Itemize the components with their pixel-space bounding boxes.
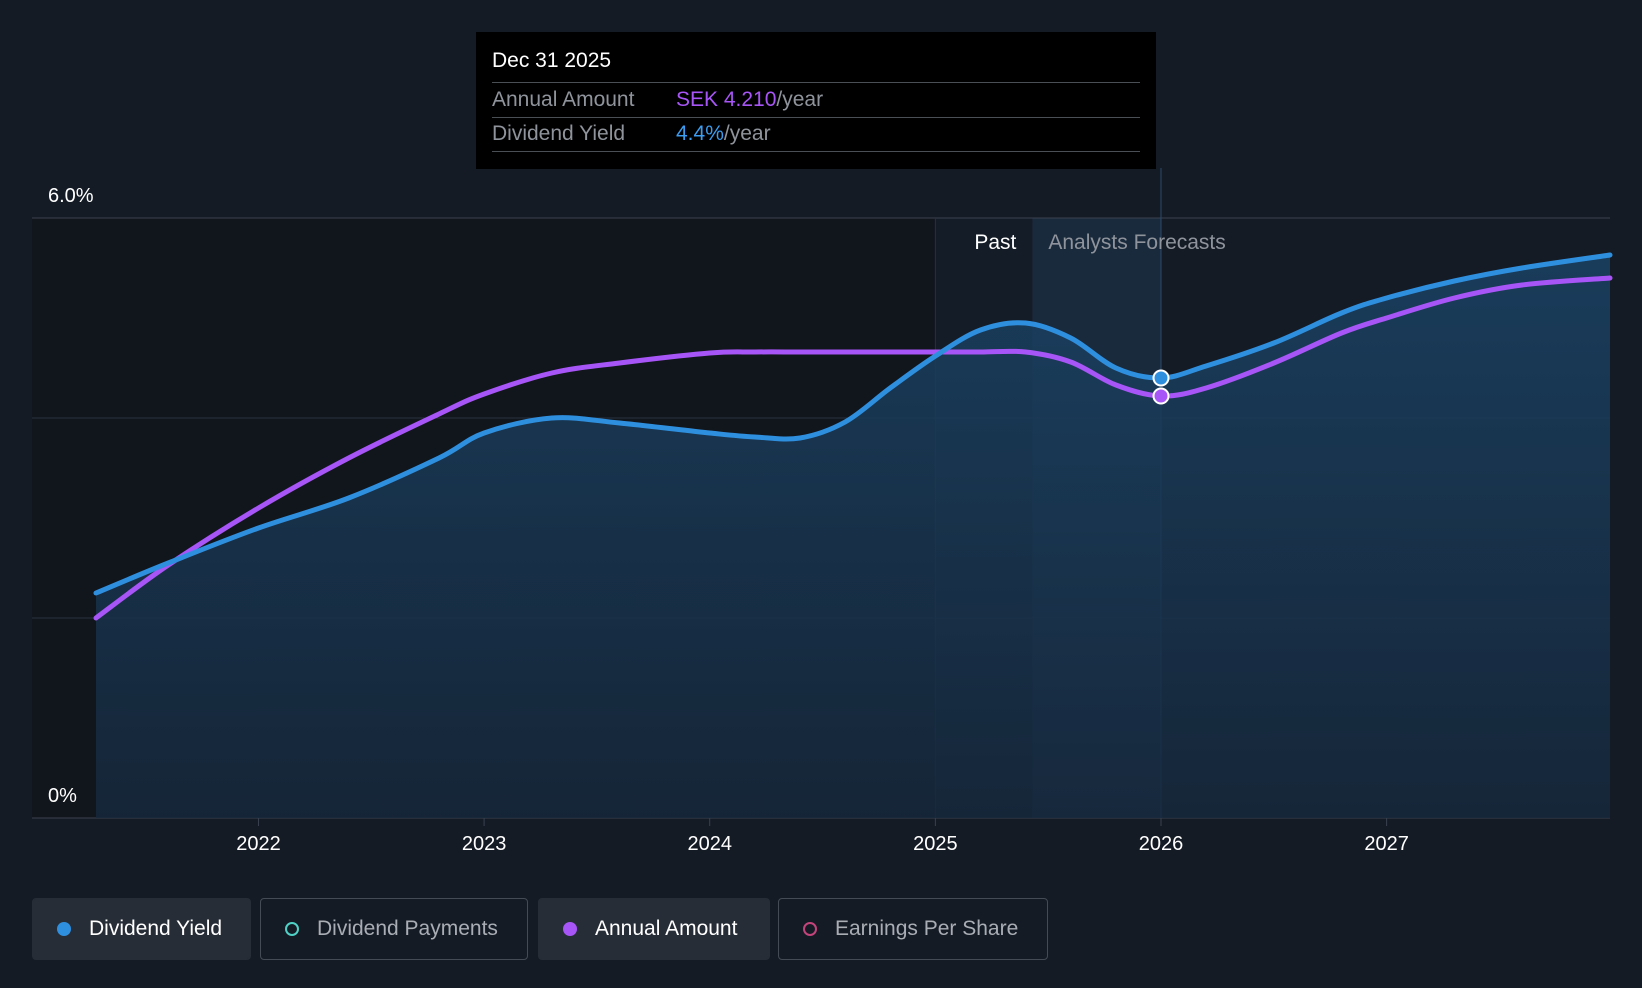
hollow-dot-icon (803, 922, 817, 936)
dividend-yield-highlight-point (1152, 369, 1170, 387)
x-tick-label: 2027 (1364, 833, 1409, 855)
hollow-dot-icon (285, 922, 299, 936)
legend-dividend-payments-button[interactable]: Dividend Payments (260, 898, 528, 960)
x-tick-label: 2025 (913, 833, 958, 855)
x-tick-label: 2026 (1139, 833, 1184, 855)
tooltip-value: 4.4% (676, 122, 724, 145)
dividend-yield-area (96, 255, 1610, 818)
tooltip-row-annual-amount: Annual Amount SEK 4.210/year (492, 82, 1140, 118)
dividend-yield-line (93, 252, 1613, 596)
legend-label: Dividend Payments (317, 917, 498, 940)
past-region-label: Past (974, 231, 1016, 254)
legend-dividend-yield-button[interactable]: Dividend Yield (32, 898, 251, 960)
legend-label: Earnings Per Share (835, 917, 1019, 940)
y-tick-label-top: 6.0% (48, 185, 94, 207)
tooltip-date: Dec 31 2025 (492, 49, 612, 72)
x-tick-label: 2022 (236, 833, 281, 855)
filled-dot-icon (57, 922, 71, 936)
annual-amount-highlight-point (1152, 387, 1170, 405)
tooltip-unit: /year (723, 122, 771, 145)
tooltip-row-dividend-yield: Dividend Yield 4.4%/year (492, 117, 1140, 152)
tooltip-value: SEK 4.210 (676, 88, 777, 111)
legend-earnings-per-share-button[interactable]: Earnings Per Share (778, 898, 1048, 960)
x-tick-label: 2024 (687, 833, 732, 855)
tooltip-label: Dividend Yield (492, 122, 626, 145)
chart-tooltip: Dec 31 2025 Annual Amount SEK 4.210/year … (476, 32, 1156, 169)
tooltip-unit: /year (776, 88, 824, 111)
tooltip-label: Annual Amount (492, 88, 635, 111)
x-tick-label: 2023 (462, 833, 507, 855)
forecast-region-label: Analysts Forecasts (1048, 231, 1225, 254)
legend-label: Annual Amount (595, 917, 738, 940)
legend-annual-amount-button[interactable]: Annual Amount (538, 898, 770, 960)
y-tick-label-bottom: 0% (48, 785, 77, 807)
legend-label: Dividend Yield (89, 917, 223, 940)
dividend-chart: 6.0% 0% 2022 2023 2024 2025 2026 2027 Past Analys… (32, 168, 1613, 855)
filled-dot-icon (563, 922, 577, 936)
annual-amount-line (93, 275, 1613, 621)
